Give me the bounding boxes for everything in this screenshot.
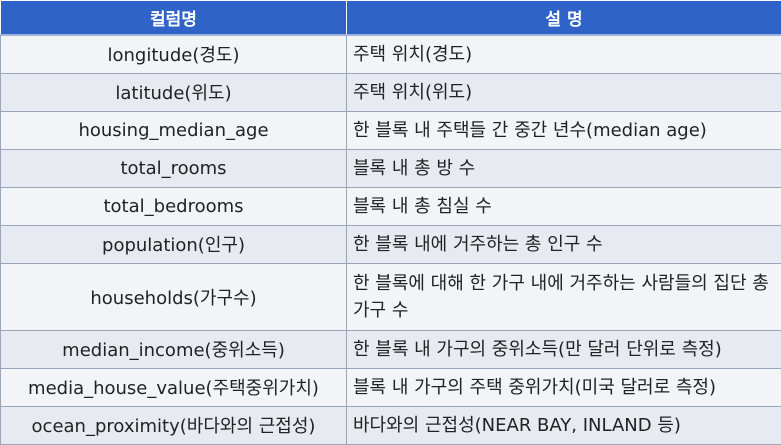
table-row: population(인구) 한 블록 내에 거주하는 총 인구 수 [1, 225, 781, 263]
description-cell: 한 블록 내 주택들 간 중간 년수(median age) [347, 111, 781, 149]
table-header-row: 컬럼명 설 명 [1, 1, 781, 36]
column-description-table: 컬럼명 설 명 longitude(경도) 주택 위치(경도) latitude… [0, 0, 781, 436]
column-name-cell: longitude(경도) [1, 35, 347, 73]
table-row: median_income(중위소득) 한 블록 내 가구의 중위소득(만 달러… [1, 330, 781, 368]
description-cell: 한 블록 내 가구의 중위소득(만 달러 단위로 측정) [347, 330, 781, 368]
description-cell: 주택 위치(위도) [347, 73, 781, 111]
column-name-header: 컬럼명 [1, 1, 347, 36]
column-name-cell: population(인구) [1, 225, 347, 263]
column-name-cell: housing_median_age [1, 111, 347, 149]
description-cell: 블록 내 총 침실 수 [347, 187, 781, 225]
column-name-cell: ocean_proximity(바다와의 근접성) [1, 406, 347, 444]
table-row: ocean_proximity(바다와의 근접성) 바다와의 근접성(NEAR … [1, 406, 781, 444]
description-cell: 블록 내 총 방 수 [347, 149, 781, 187]
table-row: total_bedrooms 블록 내 총 침실 수 [1, 187, 781, 225]
column-name-cell: total_bedrooms [1, 187, 347, 225]
description-cell: 바다와의 근접성(NEAR BAY, INLAND 등) [347, 406, 781, 444]
table-row: media_house_value(주택중위가치) 블록 내 가구의 주택 중위… [1, 368, 781, 406]
column-name-cell: latitude(위도) [1, 73, 347, 111]
description-cell: 한 블록 내에 거주하는 총 인구 수 [347, 225, 781, 263]
description-cell: 주택 위치(경도) [347, 35, 781, 73]
description-cell: 블록 내 가구의 주택 중위가치(미국 달러로 측정) [347, 368, 781, 406]
table-row: housing_median_age 한 블록 내 주택들 간 중간 년수(me… [1, 111, 781, 149]
column-name-cell: households(가구수) [1, 263, 347, 330]
description-header: 설 명 [347, 1, 781, 36]
column-name-cell: media_house_value(주택중위가치) [1, 368, 347, 406]
table-row: households(가구수) 한 블록에 대해 한 가구 내에 거주하는 사람… [1, 263, 781, 330]
table-row: longitude(경도) 주택 위치(경도) [1, 35, 781, 73]
column-name-cell: median_income(중위소득) [1, 330, 347, 368]
column-name-cell: total_rooms [1, 149, 347, 187]
description-cell: 한 블록에 대해 한 가구 내에 거주하는 사람들의 집단 총 가구 수 [347, 263, 781, 330]
table-row: latitude(위도) 주택 위치(위도) [1, 73, 781, 111]
table-row: total_rooms 블록 내 총 방 수 [1, 149, 781, 187]
